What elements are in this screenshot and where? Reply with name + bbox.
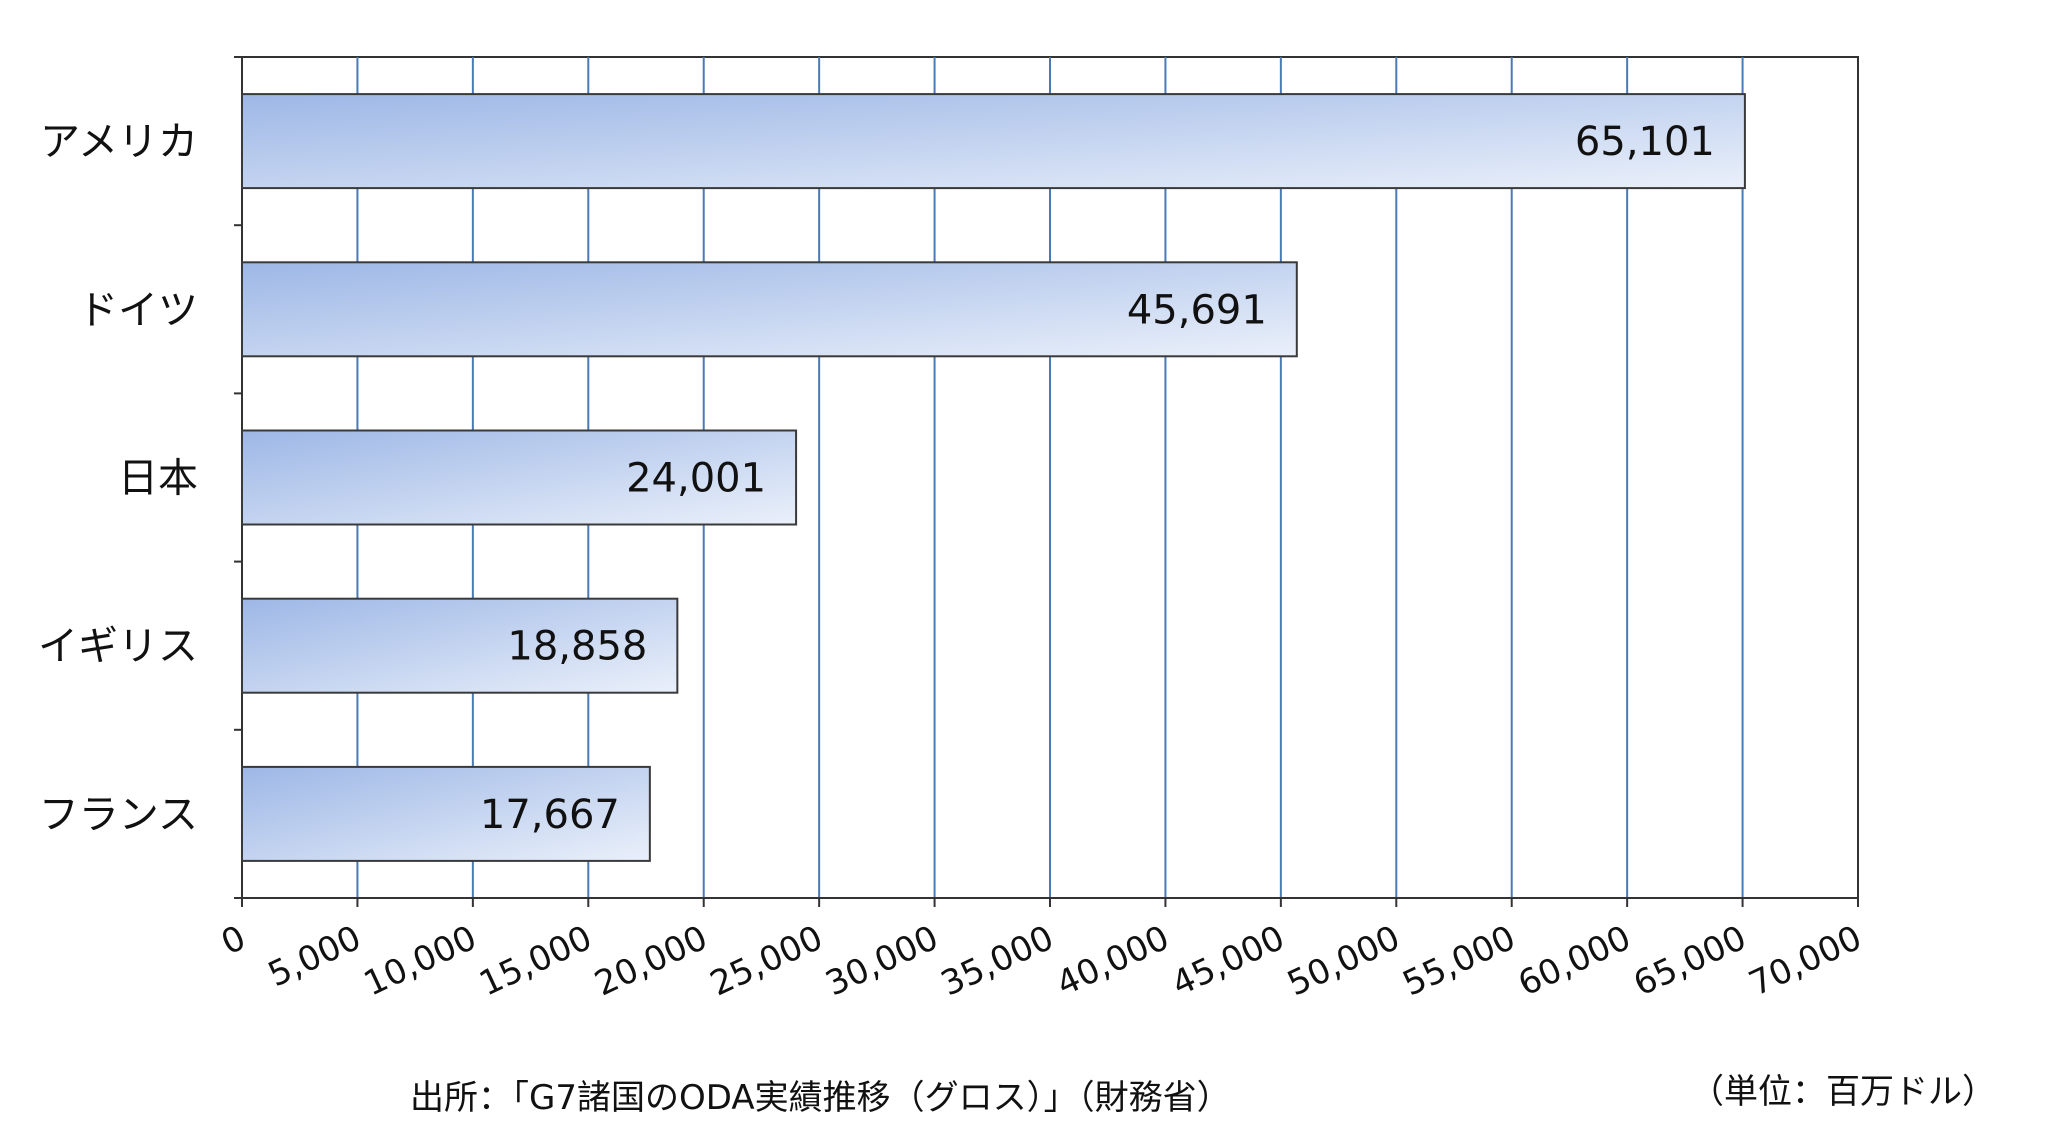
category-label: フランス	[39, 792, 198, 838]
bar	[241, 261, 1298, 358]
x-tick-label: 25,000	[704, 918, 829, 1005]
data-label: 65,101	[1575, 119, 1715, 165]
bar	[241, 93, 1746, 190]
x-tick-label: 5,000	[262, 918, 367, 995]
bar	[241, 429, 798, 526]
bar	[241, 597, 679, 694]
unit-note: （単位：百万ドル）	[1690, 1072, 1996, 1112]
x-tick-label: 35,000	[935, 918, 1060, 1005]
category-label: ドイツ	[78, 287, 198, 333]
x-tick-label: 40,000	[1051, 918, 1176, 1005]
data-label: 45,691	[1127, 287, 1267, 333]
x-tick-label: 0	[215, 918, 252, 963]
x-tick-label: 30,000	[820, 918, 945, 1005]
x-tick-label: 60,000	[1512, 918, 1637, 1005]
x-tick-label: 70,000	[1743, 918, 1868, 1005]
category-label: アメリカ	[40, 119, 198, 165]
x-tick-label: 15,000	[473, 918, 598, 1005]
x-tick-label: 20,000	[589, 918, 714, 1005]
x-tick-label: 10,000	[358, 918, 483, 1005]
bar	[241, 765, 651, 862]
data-label: 24,001	[626, 456, 766, 502]
x-tick-label: 55,000	[1397, 918, 1522, 1005]
category-label: イギリス	[38, 624, 198, 670]
x-tick-label: 50,000	[1281, 918, 1406, 1005]
data-label: 18,858	[507, 624, 647, 670]
data-label: 17,667	[480, 792, 620, 838]
category-label: 日本	[118, 456, 198, 502]
x-tick-label: 65,000	[1628, 918, 1753, 1005]
x-tick-label: 45,000	[1166, 918, 1291, 1005]
source-note: 出所：「G7諸国のODA実績推移（グロス）」（財務省）	[410, 1078, 1231, 1118]
